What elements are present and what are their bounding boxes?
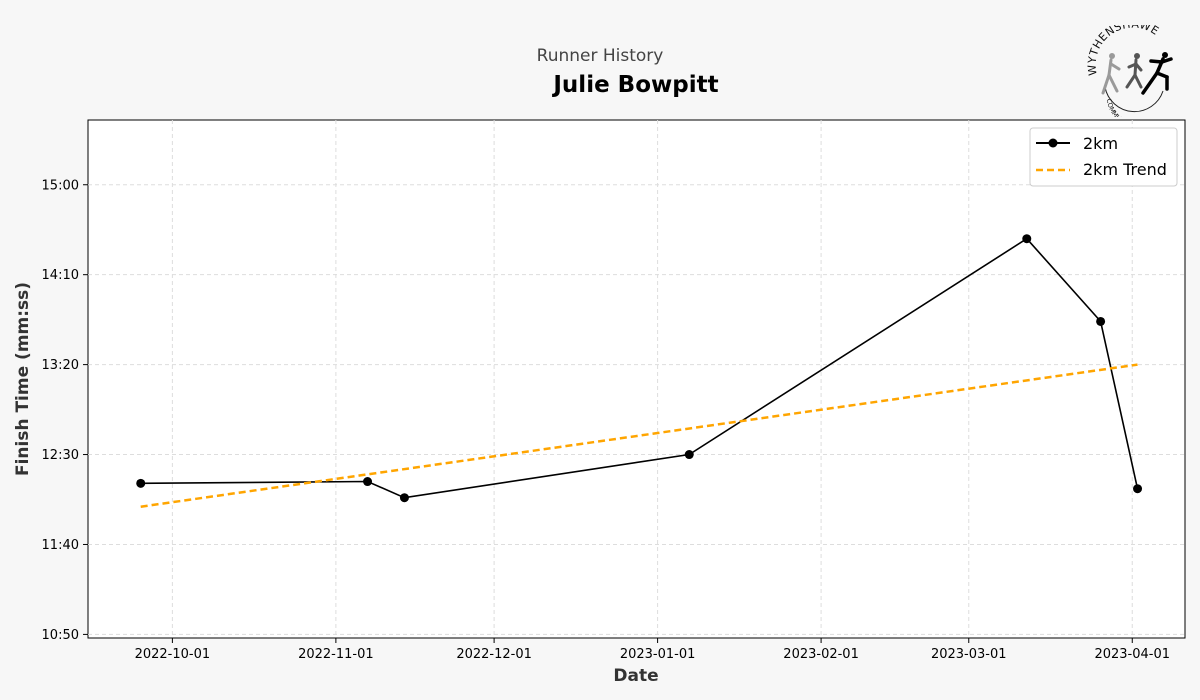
- data-point: [1022, 234, 1032, 244]
- data-point: [136, 478, 146, 488]
- wythenshawe-logo: WYTHENSHAWE COMMUNITY RUN: [1085, 25, 1173, 117]
- y-axis-ticks: 10:50 11:40 12:30 13:20 14:10 15:00: [42, 178, 88, 643]
- grid-lines: [88, 120, 1185, 638]
- data-point: [684, 450, 694, 460]
- chart-title: Julie Bowpitt: [553, 72, 719, 98]
- y-tick-label: 10:50: [42, 628, 79, 643]
- y-tick-label: 14:10: [42, 268, 79, 283]
- legend-label-2km: 2km: [1083, 134, 1118, 153]
- x-tick-label: 2023-01-01: [620, 647, 696, 662]
- y-tick-label: 13:20: [42, 358, 79, 373]
- x-tick-label: 2023-02-01: [783, 647, 859, 662]
- x-tick-label: 2023-04-01: [1094, 647, 1170, 662]
- x-axis-label: Date: [613, 666, 658, 686]
- chart-subtitle: Runner History: [536, 46, 664, 66]
- plot-background: [87, 119, 1186, 639]
- data-point: [1133, 484, 1143, 494]
- x-tick-label: 2022-11-01: [298, 647, 374, 662]
- y-tick-label: 15:00: [42, 178, 79, 193]
- x-tick-label: 2023-03-01: [931, 647, 1007, 662]
- data-point: [399, 493, 409, 503]
- x-axis-ticks: 2022-10-01 2022-11-01 2022-12-01 2023-01-01…: [135, 638, 1170, 662]
- x-tick-label: 2022-10-01: [135, 647, 211, 662]
- series-layer: [136, 234, 1143, 508]
- legend: 2km 2km Trend: [1029, 127, 1178, 187]
- y-tick-label: 12:30: [42, 448, 79, 463]
- trend-line-2km: [140, 363, 1138, 508]
- x-tick-label: 2022-12-01: [456, 647, 532, 662]
- y-axis-label: Finish Time (mm:ss): [13, 282, 33, 476]
- y-tick-label: 11:40: [42, 538, 79, 553]
- legend-label-2km-trend: 2km Trend: [1083, 160, 1167, 179]
- data-point: [1096, 316, 1106, 326]
- data-point: [363, 477, 373, 487]
- legend-marker-2km: [1048, 138, 1058, 148]
